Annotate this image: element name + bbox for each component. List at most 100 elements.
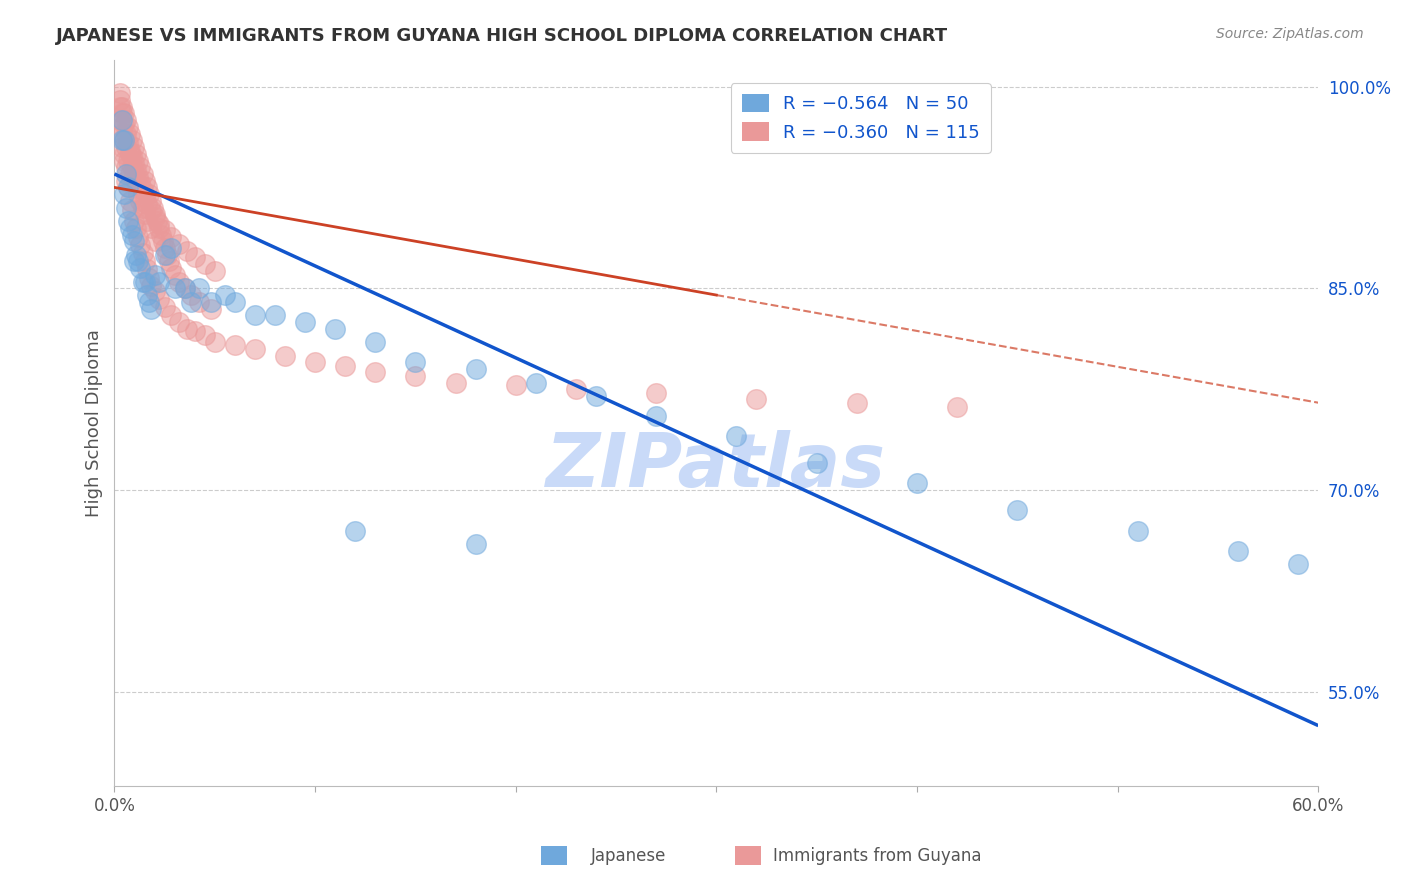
Point (125, 146, 148, 161)
Point (115, 160, 138, 174)
Point (124, 167, 146, 181)
Point (224, 294, 246, 309)
Point (148, 220, 170, 235)
Point (134, 254, 156, 268)
Text: Immigrants from Guyana: Immigrants from Guyana (773, 847, 981, 865)
Point (183, 251, 205, 265)
Point (115, 167, 138, 181)
Point (121, 160, 143, 174)
Point (117, 120, 139, 134)
Point (163, 268, 186, 282)
Point (125, 248, 148, 262)
Point (120, 127, 142, 141)
Point (134, 174, 156, 188)
Point (1007, 503, 1029, 517)
Point (404, 368, 426, 383)
Point (159, 308, 181, 322)
Point (129, 194, 152, 208)
Point (323, 321, 346, 335)
Point (444, 376, 467, 390)
Point (183, 325, 205, 339)
Point (645, 409, 668, 424)
Point (645, 386, 668, 401)
Point (117, 180, 139, 194)
Point (124, 140, 146, 154)
Point (200, 301, 222, 316)
Point (125, 220, 148, 235)
Point (135, 288, 157, 302)
Point (139, 278, 162, 293)
Point (180, 294, 202, 309)
Point (115, 140, 138, 154)
Point (173, 281, 195, 295)
Point (124, 214, 146, 228)
Point (129, 261, 152, 276)
Point (464, 537, 486, 551)
Point (176, 244, 198, 258)
Point (176, 321, 198, 335)
Point (139, 203, 162, 218)
Text: Japanese: Japanese (591, 847, 666, 865)
Point (194, 257, 217, 271)
Point (946, 400, 969, 414)
Point (135, 180, 157, 194)
Text: ZIPatlas: ZIPatlas (547, 430, 886, 503)
Point (120, 220, 142, 235)
Point (159, 241, 181, 255)
Point (143, 268, 166, 282)
Point (125, 174, 148, 188)
Point (139, 194, 162, 208)
Point (117, 136, 139, 150)
Point (127, 254, 149, 268)
Point (115, 201, 138, 215)
Point (1286, 557, 1309, 571)
Point (243, 342, 266, 356)
Point (111, 140, 134, 154)
Point (152, 234, 174, 248)
Point (845, 395, 868, 409)
Point (274, 349, 297, 363)
Point (124, 156, 146, 170)
Point (114, 117, 136, 131)
Point (120, 144, 142, 158)
Point (304, 355, 326, 369)
Point (127, 187, 149, 202)
Point (134, 190, 156, 204)
Point (204, 264, 226, 278)
Point (149, 227, 172, 242)
Point (114, 146, 136, 161)
Point (1126, 524, 1149, 538)
Point (163, 281, 186, 295)
Point (117, 180, 139, 194)
Point (159, 261, 181, 276)
Point (135, 214, 157, 228)
Point (159, 230, 181, 244)
Point (264, 308, 287, 322)
Point (114, 133, 136, 147)
Point (745, 392, 768, 406)
Point (294, 315, 316, 329)
Point (111, 120, 134, 134)
Point (115, 174, 138, 188)
Point (143, 284, 166, 298)
Point (905, 476, 928, 491)
Point (129, 160, 152, 174)
Point (143, 234, 166, 248)
Point (138, 270, 160, 285)
Point (138, 294, 160, 309)
Point (121, 227, 143, 242)
Point (110, 113, 132, 128)
Point (110, 100, 132, 114)
Point (167, 315, 190, 329)
Point (131, 201, 153, 215)
Point (120, 146, 142, 161)
Point (127, 169, 149, 184)
Point (143, 207, 166, 221)
Point (120, 194, 142, 208)
Point (200, 294, 222, 309)
Point (129, 177, 152, 191)
Point (194, 328, 217, 343)
Point (124, 234, 146, 248)
Point (155, 248, 177, 262)
Point (127, 153, 149, 168)
